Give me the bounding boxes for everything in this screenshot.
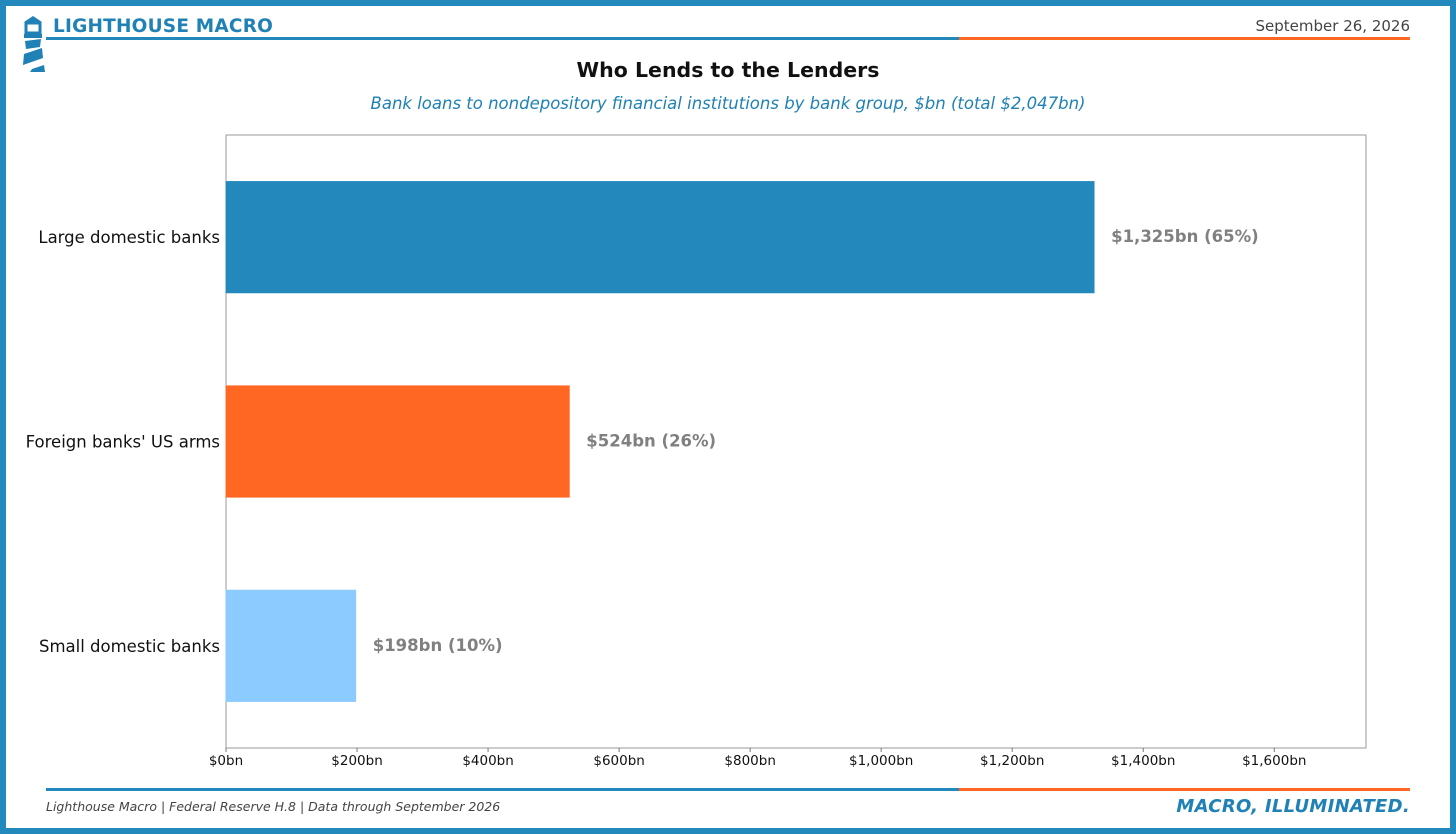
x-tick-label: $1,400bn <box>1111 753 1175 769</box>
chart-title: Who Lends to the Lenders <box>576 58 880 82</box>
x-tick-label: $1,000bn <box>849 753 913 769</box>
bar <box>225 181 1095 294</box>
bar <box>225 589 357 702</box>
source-note: Lighthouse Macro | Federal Reserve H.8 |… <box>46 799 501 814</box>
x-tick-label: $0bn <box>209 753 243 769</box>
x-tick-label: $600bn <box>593 753 644 769</box>
category-label: Large domestic banks <box>38 228 220 247</box>
lighthouse-icon <box>23 16 45 72</box>
x-tick-label: $1,200bn <box>980 753 1044 769</box>
footer-rule <box>46 788 1410 791</box>
brand-name: LIGHTHOUSE MACRO <box>53 16 274 37</box>
tagline: MACRO, ILLUMINATED. <box>1176 796 1410 817</box>
category-label: Foreign banks' US arms <box>26 433 220 452</box>
category-label: Small domestic banks <box>39 637 220 656</box>
x-tick-label: $200bn <box>331 753 382 769</box>
header-rule <box>46 37 1410 40</box>
chart-subtitle: Bank loans to nondepository financial in… <box>370 94 1086 113</box>
x-tick-label: $800bn <box>724 753 775 769</box>
x-tick-label: $400bn <box>462 753 513 769</box>
report-date: September 26, 2026 <box>1255 17 1410 35</box>
bar <box>225 385 570 498</box>
value-label: $198bn (10%) <box>373 636 503 655</box>
value-label: $1,325bn (65%) <box>1111 227 1259 246</box>
x-tick-label: $1,600bn <box>1242 753 1306 769</box>
value-label: $524bn (26%) <box>586 432 716 451</box>
